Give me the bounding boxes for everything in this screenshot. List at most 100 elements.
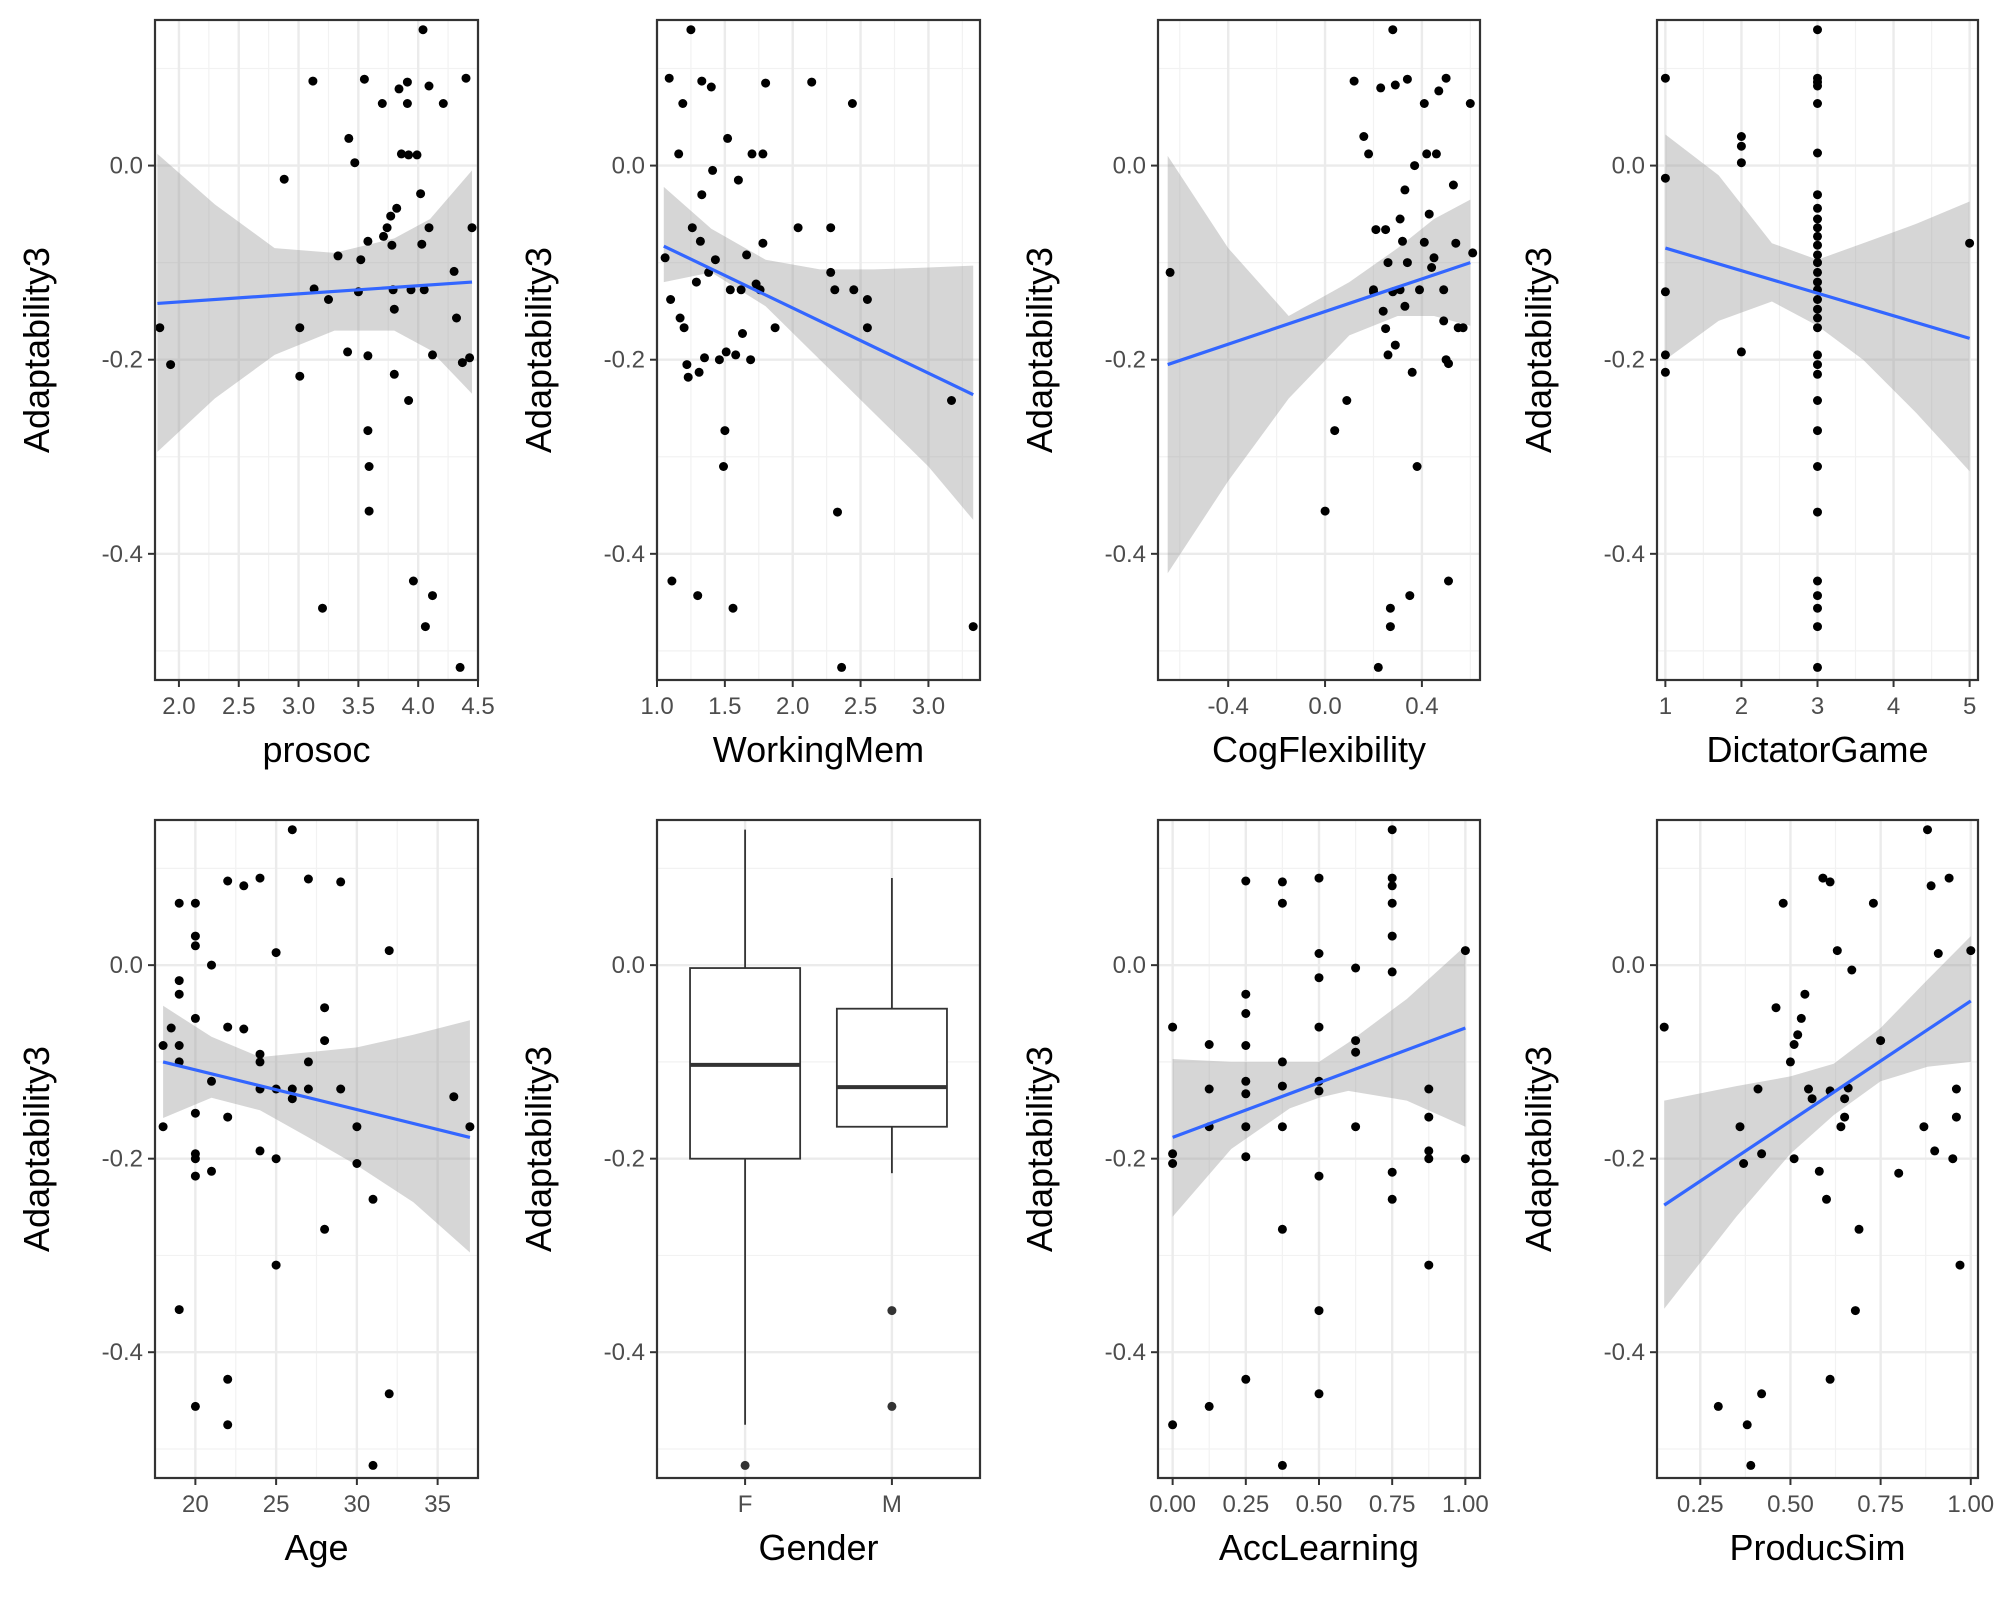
data-point	[1314, 1171, 1324, 1181]
data-point	[1660, 287, 1670, 297]
confidence-band	[1167, 155, 1471, 574]
data-point	[1660, 367, 1670, 377]
data-point	[255, 1057, 265, 1067]
data-point	[1825, 1374, 1835, 1384]
data-point	[1894, 1168, 1904, 1178]
data-point	[706, 82, 716, 92]
x-tick-label: F	[738, 1491, 753, 1518]
data-point	[1387, 898, 1397, 908]
y-tick-label: -0.2	[102, 347, 143, 374]
data-point	[1460, 1154, 1470, 1164]
data-point	[678, 99, 688, 108]
data-point	[1813, 350, 1822, 360]
data-point	[287, 1084, 297, 1094]
x-tick-label: 0.25	[1222, 1491, 1269, 1518]
data-point	[1813, 576, 1822, 586]
data-point	[1813, 258, 1822, 268]
data-point	[438, 99, 448, 108]
data-point	[364, 462, 374, 471]
data-point	[174, 898, 184, 908]
x-tick-label: 2	[1735, 693, 1748, 720]
data-point	[700, 353, 709, 363]
facet-panel-4: 0.0 -0.2 -0.4 1 2 3 4 5 DictatorGame Adaptability…	[1518, 18, 1980, 770]
regression-line	[663, 244, 974, 397]
data-point	[1807, 1094, 1817, 1104]
data-point	[166, 360, 176, 370]
data-point	[1660, 173, 1670, 183]
data-point	[1451, 238, 1461, 248]
data-point	[394, 84, 404, 94]
data-point	[1419, 237, 1429, 247]
data-point	[1314, 1306, 1324, 1316]
data-point	[363, 351, 373, 361]
data-point	[1458, 323, 1468, 333]
x-axis-title: WorkingMem	[713, 729, 924, 770]
data-point	[1424, 1112, 1434, 1122]
data-point	[1753, 1084, 1763, 1094]
data-point	[1373, 662, 1383, 672]
data-point	[1840, 1112, 1850, 1122]
data-point	[408, 576, 418, 586]
data-point	[344, 133, 354, 143]
data-point	[687, 223, 697, 233]
data-point	[223, 876, 233, 886]
panel-border	[655, 18, 982, 682]
data-point	[1813, 99, 1822, 108]
data-point	[1735, 1122, 1745, 1132]
data-point	[1402, 258, 1412, 268]
data-point	[223, 1420, 233, 1430]
data-point	[1955, 1260, 1965, 1270]
data-point	[1204, 1040, 1214, 1049]
data-point	[664, 73, 674, 83]
panel-border	[1156, 18, 1482, 682]
data-point	[1351, 1036, 1361, 1046]
data-point	[1813, 426, 1822, 436]
x-tick-label: 0.50	[1296, 1491, 1343, 1518]
y-axis-title: Adaptability3	[1019, 247, 1060, 453]
confidence-band	[163, 1005, 470, 1253]
data-point	[1951, 1084, 1961, 1094]
data-point	[223, 1374, 233, 1384]
data-point	[239, 1024, 249, 1034]
data-point	[166, 1023, 176, 1033]
y-tick-label: -0.2	[1105, 347, 1146, 374]
data-point	[465, 353, 475, 363]
data-point	[1933, 949, 1943, 958]
data-point	[1400, 185, 1410, 195]
panel-border	[655, 818, 982, 1480]
data-point	[1429, 253, 1439, 263]
data-point	[1926, 881, 1936, 891]
data-point	[190, 1401, 200, 1411]
data-point	[1847, 965, 1857, 975]
panel-border	[1655, 818, 1980, 1480]
x-tick-label: 25	[263, 1491, 290, 1518]
data-point	[389, 369, 399, 379]
data-point	[1796, 1013, 1806, 1023]
data-point	[455, 662, 465, 672]
data-point	[1713, 1401, 1723, 1411]
data-point	[1424, 1084, 1434, 1094]
data-point	[343, 347, 353, 357]
data-point	[389, 304, 399, 314]
data-point	[837, 662, 847, 672]
data-point	[1832, 946, 1842, 956]
data-point	[1813, 267, 1822, 277]
facet-panel-7: 0.0 -0.2 -0.4 0.00 0.25 0.50 0.75 1.00 AccLearni…	[1019, 818, 1489, 1568]
data-point	[1424, 1154, 1434, 1164]
x-tick-label: 0.4	[1405, 693, 1438, 720]
data-point	[377, 99, 387, 108]
data-point	[384, 1389, 394, 1399]
x-tick-label: 0.0	[1308, 693, 1341, 720]
data-point	[1314, 1389, 1324, 1399]
data-point	[1241, 876, 1251, 886]
data-point	[1351, 1122, 1361, 1132]
data-point	[428, 350, 437, 360]
data-point	[271, 948, 281, 958]
data-point	[396, 149, 406, 159]
data-point	[392, 203, 402, 213]
data-point	[255, 1049, 265, 1059]
facet-panel-5: 0.0 -0.2 -0.4 20 25 30 35 Age Adaptability3	[16, 818, 480, 1568]
data-point	[255, 1146, 265, 1156]
data-point	[223, 1112, 233, 1122]
y-axis-title: Adaptability3	[1518, 247, 1559, 453]
